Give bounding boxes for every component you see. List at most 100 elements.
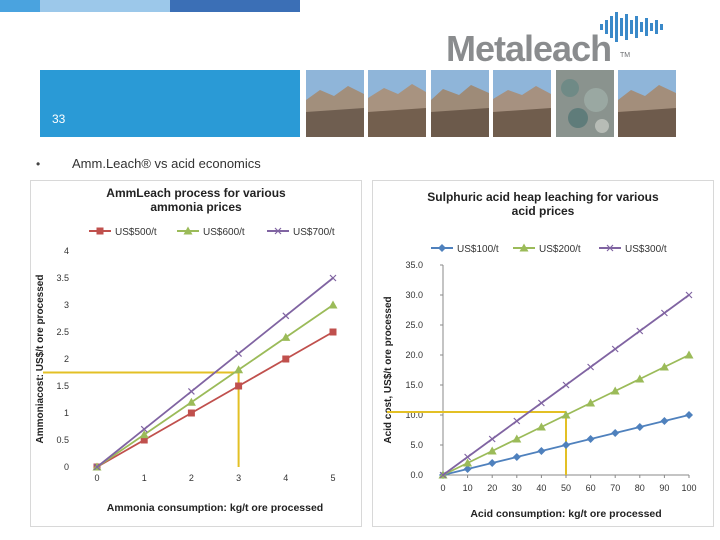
y-tick-label: 10.0 — [405, 410, 423, 420]
legend-marker — [274, 227, 282, 235]
landscape-photo-3 — [431, 70, 489, 137]
data-point — [537, 447, 546, 455]
data-point — [660, 417, 669, 425]
data-point — [140, 436, 148, 444]
data-point — [587, 363, 595, 371]
data-point — [562, 381, 570, 389]
x-tick-label: 60 — [586, 483, 596, 493]
y-tick-label: 5.0 — [410, 440, 423, 450]
data-point — [536, 422, 546, 431]
chart-title-line: AmmLeach process for various — [106, 186, 286, 200]
ore-rock-photo — [556, 70, 614, 137]
x-tick-label: 2 — [189, 473, 194, 483]
series-3 — [93, 274, 337, 471]
data-point — [234, 365, 244, 374]
data-point — [512, 453, 521, 461]
data-point — [235, 382, 243, 390]
data-point — [537, 399, 545, 407]
landscape-photo-2 — [368, 70, 426, 137]
x-tick-label: 40 — [536, 483, 546, 493]
slide-number: 33 — [52, 112, 66, 126]
data-point — [659, 362, 669, 371]
data-point — [235, 350, 243, 358]
legend-marker — [183, 226, 193, 235]
legend-marker — [96, 227, 104, 235]
data-point — [611, 429, 620, 437]
title-band — [40, 70, 300, 137]
x-tick-label: 30 — [512, 483, 522, 493]
y-tick-label: 20.0 — [405, 350, 423, 360]
data-point — [464, 453, 472, 461]
data-point — [328, 300, 338, 309]
x-tick-label: 4 — [283, 473, 288, 483]
legend-label: US$300/t — [625, 244, 667, 255]
series-line — [96, 277, 334, 468]
data-point — [685, 411, 693, 419]
data-point — [463, 465, 472, 473]
x-tick-label: 100 — [681, 483, 696, 493]
data-point — [329, 328, 337, 336]
x-axis-label: Ammonia consumption: kg/t ore processed — [107, 502, 323, 514]
x-tick-label: 10 — [463, 483, 473, 493]
legend-label: US$500/t — [115, 227, 157, 238]
ammleach-chart: AmmLeach process for various ammonia pric… — [30, 180, 362, 527]
data-point — [636, 327, 644, 335]
series-line — [96, 331, 334, 468]
y-tick-label: 1.5 — [56, 381, 69, 391]
data-point — [685, 291, 693, 299]
data-point — [187, 387, 195, 395]
bullet-text: Amm.Leach® vs acid economics — [72, 156, 261, 171]
y-tick-label: 3 — [64, 300, 69, 310]
chart-title-line: ammonia prices — [150, 200, 242, 214]
x-tick-label: 90 — [659, 483, 669, 493]
series-2 — [92, 300, 338, 471]
data-point — [562, 441, 570, 449]
legend-label: US$700/t — [293, 227, 335, 238]
data-point — [463, 458, 473, 467]
x-tick-label: 3 — [236, 473, 241, 483]
x-tick-label: 0 — [440, 483, 445, 493]
data-point — [282, 312, 290, 320]
logo-wordmark: Metaleach — [446, 28, 612, 69]
data-point — [610, 386, 620, 395]
top-bar-segment-2 — [40, 0, 170, 12]
data-point — [660, 309, 668, 317]
data-point — [186, 397, 196, 406]
data-point — [513, 417, 521, 425]
data-point — [586, 435, 595, 443]
acid-chart-svg: Sulphuric acid heap leaching for various… — [383, 190, 697, 520]
landscape-photo-1 — [306, 70, 364, 137]
top-bar-segment-1 — [0, 0, 40, 12]
y-tick-label: 15.0 — [405, 380, 423, 390]
data-point — [487, 446, 497, 455]
y-axis-label: Acid cost, US$/t ore processed — [383, 296, 394, 443]
top-bar-segment-3 — [170, 0, 300, 12]
data-point — [586, 398, 596, 407]
data-point — [281, 332, 291, 341]
data-point — [635, 423, 644, 431]
y-tick-label: 1 — [64, 408, 69, 418]
y-tick-label: 2 — [64, 354, 69, 364]
landscape-photo-5 — [618, 70, 676, 137]
series-line — [96, 304, 334, 468]
bullet-dot: • — [36, 157, 41, 171]
x-tick-label: 20 — [487, 483, 497, 493]
y-tick-label: 30.0 — [405, 290, 423, 300]
y-tick-label: 0 — [64, 462, 69, 472]
y-tick-label: 3.5 — [56, 273, 69, 283]
data-point — [187, 409, 195, 417]
x-tick-label: 5 — [330, 473, 335, 483]
sound-wave-icon — [600, 12, 663, 42]
legend-marker — [606, 244, 614, 252]
y-tick-label: 0.0 — [410, 470, 423, 480]
legend-label: US$200/t — [539, 244, 581, 255]
chart-title-line: Sulphuric acid heap leaching for various — [427, 190, 659, 204]
x-tick-label: 70 — [610, 483, 620, 493]
y-tick-label: 4 — [64, 246, 69, 256]
data-point — [329, 274, 337, 282]
data-point — [140, 425, 148, 433]
x-tick-label: 80 — [635, 483, 645, 493]
y-tick-label: 0.5 — [56, 435, 69, 445]
data-point — [488, 459, 497, 467]
data-point — [684, 350, 694, 359]
